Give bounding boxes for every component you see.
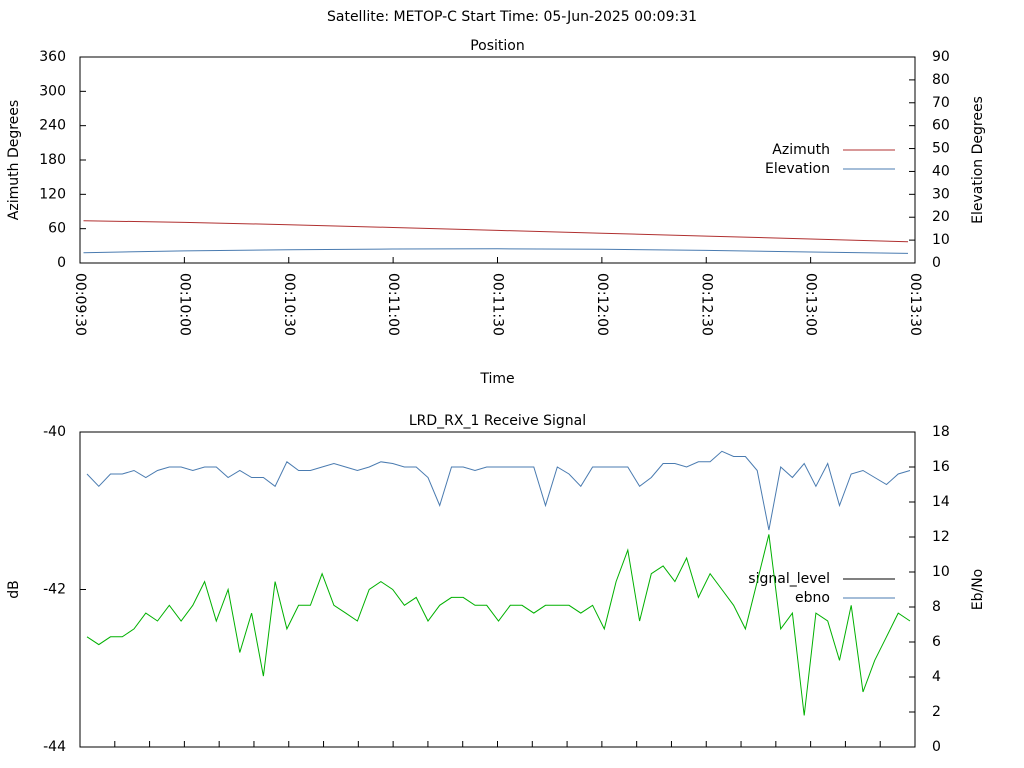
x-tick-label: 00:13:00 bbox=[803, 273, 819, 336]
y2-tick-label: 40 bbox=[932, 163, 950, 179]
series-line bbox=[86, 450, 911, 531]
y2-tick-label: 50 bbox=[932, 141, 950, 157]
x-tick-label: 00:12:00 bbox=[594, 273, 610, 336]
chart-title: LRD_RX_1 Receive Signal bbox=[409, 413, 586, 429]
y2-tick-label: 4 bbox=[932, 669, 941, 685]
y2-tick-label: 30 bbox=[932, 186, 950, 202]
y2-tick-label: 18 bbox=[932, 424, 950, 440]
y2-tick-label: 16 bbox=[932, 459, 950, 475]
series-line bbox=[86, 534, 911, 716]
y-tick-label: 360 bbox=[39, 49, 66, 65]
x-tick-label: 00:10:00 bbox=[176, 273, 192, 336]
y2-tick-label: 60 bbox=[932, 118, 950, 134]
series-line bbox=[83, 248, 909, 254]
y2-tick-label: 80 bbox=[932, 72, 950, 88]
y2-axis-label: Eb/No bbox=[970, 569, 986, 611]
x-tick-label: 00:09:30 bbox=[72, 273, 88, 336]
y-tick-label: 120 bbox=[39, 186, 66, 202]
x-axis-label: Time bbox=[479, 371, 514, 387]
y-axis-label: dB bbox=[6, 580, 22, 599]
x-tick-label: 00:12:30 bbox=[698, 273, 714, 336]
y-tick-label: 60 bbox=[48, 221, 66, 237]
y2-tick-label: 8 bbox=[932, 599, 941, 615]
x-tick-label: 00:11:00 bbox=[385, 273, 401, 336]
x-tick-label: 00:13:30 bbox=[907, 273, 923, 336]
y2-tick-label: 0 bbox=[932, 255, 941, 271]
y2-tick-label: 6 bbox=[932, 634, 941, 650]
x-tick-label: 00:10:30 bbox=[281, 273, 297, 336]
chart-title: Position bbox=[470, 38, 525, 54]
y2-axis-label: Elevation Degrees bbox=[970, 96, 986, 224]
y-tick-label: 300 bbox=[39, 83, 66, 99]
page-title: Satellite: METOP-C Start Time: 05-Jun-20… bbox=[327, 9, 697, 25]
legend-label: ebno bbox=[795, 590, 830, 606]
y2-tick-label: 90 bbox=[932, 49, 950, 65]
y-tick-label: 180 bbox=[39, 152, 66, 168]
y2-tick-label: 70 bbox=[932, 95, 950, 111]
y2-tick-label: 20 bbox=[932, 209, 950, 225]
y2-tick-label: 10 bbox=[932, 564, 950, 580]
y2-tick-label: 10 bbox=[932, 232, 950, 248]
y2-tick-label: 14 bbox=[932, 494, 950, 510]
x-tick-label: 00:11:30 bbox=[490, 273, 506, 336]
y-tick-label: -42 bbox=[43, 582, 66, 598]
legend-label: Elevation bbox=[765, 161, 830, 177]
y-tick-label: -44 bbox=[43, 739, 66, 755]
legend-label: signal_level bbox=[748, 571, 830, 587]
y2-tick-label: 2 bbox=[932, 704, 941, 720]
y-tick-label: 0 bbox=[57, 255, 66, 271]
y2-tick-label: 0 bbox=[932, 739, 941, 755]
y-tick-label: -40 bbox=[43, 424, 66, 440]
legend-label: Azimuth bbox=[772, 142, 830, 158]
y2-tick-label: 12 bbox=[932, 529, 950, 545]
series-line bbox=[83, 220, 909, 243]
y-tick-label: 240 bbox=[39, 118, 66, 134]
y-axis-label: Azimuth Degrees bbox=[6, 100, 22, 220]
